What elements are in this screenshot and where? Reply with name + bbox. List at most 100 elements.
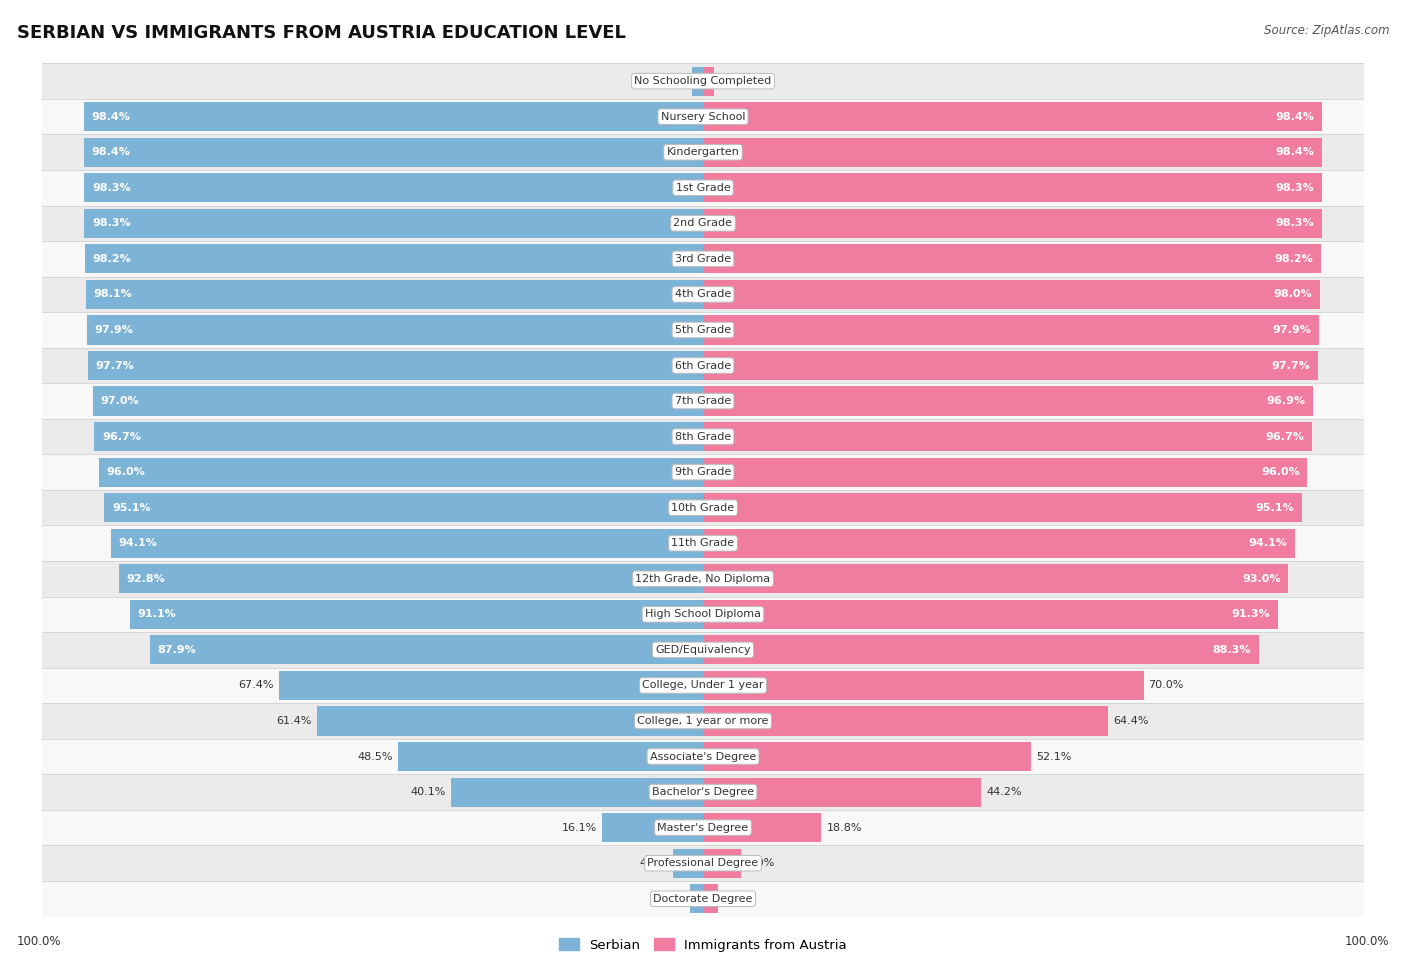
Legend: Serbian, Immigrants from Austria: Serbian, Immigrants from Austria [554, 933, 852, 956]
Bar [42, 419, 1364, 454]
Bar [451, 777, 703, 806]
Bar [703, 848, 741, 878]
Bar [111, 528, 703, 558]
Text: High School Diploma: High School Diploma [645, 609, 761, 619]
Text: 4th Grade: 4th Grade [675, 290, 731, 299]
Text: 18.8%: 18.8% [827, 823, 862, 833]
Bar [703, 636, 1258, 665]
Text: 52.1%: 52.1% [1036, 752, 1071, 761]
Text: 98.3%: 98.3% [91, 218, 131, 228]
Text: 91.1%: 91.1% [138, 609, 176, 619]
Text: Kindergarten: Kindergarten [666, 147, 740, 157]
Bar [84, 174, 703, 203]
Bar [703, 245, 1322, 273]
Bar [42, 810, 1364, 845]
Text: 98.3%: 98.3% [1275, 182, 1315, 193]
Bar [42, 739, 1364, 774]
Text: 61.4%: 61.4% [276, 716, 312, 726]
Text: No Schooling Completed: No Schooling Completed [634, 76, 772, 86]
Bar [42, 526, 1364, 561]
Bar [42, 206, 1364, 241]
Bar [94, 422, 703, 451]
Text: 96.9%: 96.9% [1267, 396, 1305, 406]
Text: 2.0%: 2.0% [657, 894, 685, 904]
Bar [703, 457, 1308, 487]
Text: 1st Grade: 1st Grade [676, 182, 730, 193]
Bar [703, 600, 1278, 629]
Bar [673, 848, 703, 878]
Bar [703, 66, 714, 96]
Bar [42, 561, 1364, 597]
Bar [703, 565, 1288, 594]
Bar [42, 170, 1364, 206]
Text: 97.9%: 97.9% [1272, 325, 1312, 335]
Bar [703, 528, 1295, 558]
Bar [703, 386, 1313, 415]
Text: 98.3%: 98.3% [91, 182, 131, 193]
Text: 16.1%: 16.1% [561, 823, 596, 833]
Bar [42, 383, 1364, 419]
Text: 95.1%: 95.1% [112, 503, 150, 513]
Bar [42, 241, 1364, 277]
Bar [703, 884, 718, 914]
Bar [84, 245, 703, 273]
Text: 11th Grade: 11th Grade [672, 538, 734, 548]
Bar [703, 351, 1317, 380]
Text: 10th Grade: 10th Grade [672, 503, 734, 513]
Bar [316, 707, 703, 735]
Bar [42, 98, 1364, 135]
Bar [120, 565, 703, 594]
Text: Doctorate Degree: Doctorate Degree [654, 894, 752, 904]
Text: 98.4%: 98.4% [91, 112, 131, 122]
Text: 48.5%: 48.5% [357, 752, 392, 761]
Text: 40.1%: 40.1% [411, 787, 446, 798]
Bar [98, 457, 703, 487]
Text: 91.3%: 91.3% [1232, 609, 1270, 619]
Bar [42, 845, 1364, 881]
Bar [703, 671, 1143, 700]
Text: 5th Grade: 5th Grade [675, 325, 731, 335]
Text: Professional Degree: Professional Degree [647, 858, 759, 868]
Text: 6.0%: 6.0% [745, 858, 775, 868]
Bar [42, 881, 1364, 916]
Bar [42, 774, 1364, 810]
Bar [42, 348, 1364, 383]
Bar [42, 703, 1364, 739]
Bar [42, 135, 1364, 170]
Text: 64.4%: 64.4% [1114, 716, 1149, 726]
Bar [602, 813, 703, 842]
Text: 98.4%: 98.4% [91, 147, 131, 157]
Bar [278, 671, 703, 700]
Text: 98.4%: 98.4% [1275, 112, 1315, 122]
Bar [42, 312, 1364, 348]
Text: GED/Equivalency: GED/Equivalency [655, 644, 751, 655]
Bar [86, 280, 703, 309]
Bar [703, 813, 821, 842]
Text: 87.9%: 87.9% [157, 644, 195, 655]
Bar [703, 742, 1031, 771]
Bar [87, 315, 703, 344]
Text: College, Under 1 year: College, Under 1 year [643, 681, 763, 690]
Bar [703, 777, 981, 806]
Bar [703, 422, 1312, 451]
Text: 100.0%: 100.0% [17, 935, 62, 948]
Text: 96.7%: 96.7% [1265, 432, 1303, 442]
Bar [42, 63, 1364, 98]
Bar [129, 600, 703, 629]
Text: 3rd Grade: 3rd Grade [675, 254, 731, 264]
Text: 7th Grade: 7th Grade [675, 396, 731, 406]
Bar [703, 209, 1322, 238]
Text: 98.2%: 98.2% [1275, 254, 1313, 264]
Text: 100.0%: 100.0% [1344, 935, 1389, 948]
Bar [84, 102, 703, 132]
Text: 1.7%: 1.7% [659, 76, 688, 86]
Bar [692, 66, 703, 96]
Bar [42, 597, 1364, 632]
Bar [104, 493, 703, 523]
Text: 93.0%: 93.0% [1243, 574, 1281, 584]
Text: 1.7%: 1.7% [718, 76, 747, 86]
Bar [703, 102, 1322, 132]
Bar [703, 315, 1319, 344]
Bar [42, 489, 1364, 526]
Bar [703, 280, 1320, 309]
